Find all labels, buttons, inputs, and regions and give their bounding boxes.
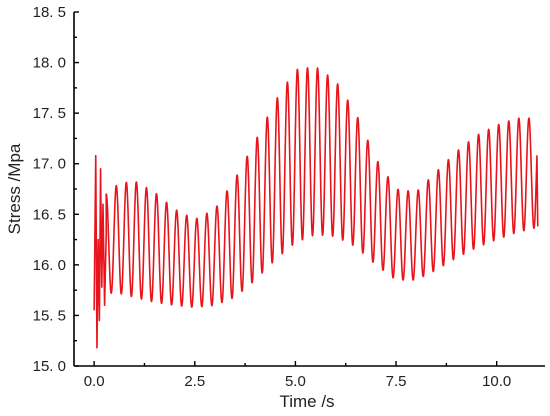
plot-area [93,67,539,349]
x-tick-label: 5.0 [285,373,306,390]
y-tick-label: 18. 5 [33,4,66,21]
axes: 15. 0 15. 5 16. 0 16. 5 17. 0 17. 5 18. 0 18. 5… [33,4,545,390]
x-tick-label: 7.5 [386,373,407,390]
y-tick-label: 16. 5 [33,206,66,223]
x-axis-title: Time /s [279,392,334,411]
y-axis-title: Stress /Mpa [5,143,24,234]
stress-series-line [93,67,539,349]
y-tick-label: 17. 0 [33,156,66,173]
y-tick-label: 17. 5 [33,105,66,122]
x-tick-label: 10.0 [482,373,511,390]
y-tick-label: 16. 0 [33,257,66,274]
x-tick-label: 0.0 [84,373,105,390]
y-tick-label: 18. 0 [33,55,66,72]
y-tick-label: 15. 0 [33,358,66,375]
x-tick-label: 2.5 [184,373,205,390]
y-tick-label: 15. 5 [33,307,66,324]
